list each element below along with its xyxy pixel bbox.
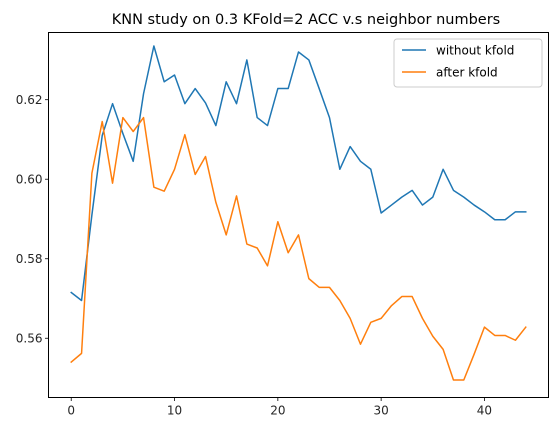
y-axis: 0.56 0.58 0.60 0.62 [16,93,49,345]
plot-frame [48,32,549,398]
y-tick-label: 0.62 [16,93,43,107]
legend: without kfold after kfold [393,38,543,88]
legend-label-1: after kfold [436,66,498,80]
x-tick-label: 10 [167,404,182,418]
y-tick-label: 0.60 [16,172,43,186]
x-tick-label: 20 [270,404,285,418]
x-tick-label: 40 [477,404,492,418]
legend-label-0: without kfold [436,44,514,58]
x-tick-label: 30 [374,404,389,418]
y-tick-label: 0.58 [16,252,43,266]
y-tick-label: 0.56 [16,331,43,345]
x-tick-label: 0 [67,404,75,418]
x-axis: 0 10 20 30 40 [67,397,492,418]
legend-box [393,38,543,88]
series-line-1 [70,116,527,381]
plot-lines [70,45,527,381]
series-line-0 [70,45,527,302]
chart-title: KNN study on 0.3 KFold=2 ACC v.s neighbo… [112,12,500,28]
